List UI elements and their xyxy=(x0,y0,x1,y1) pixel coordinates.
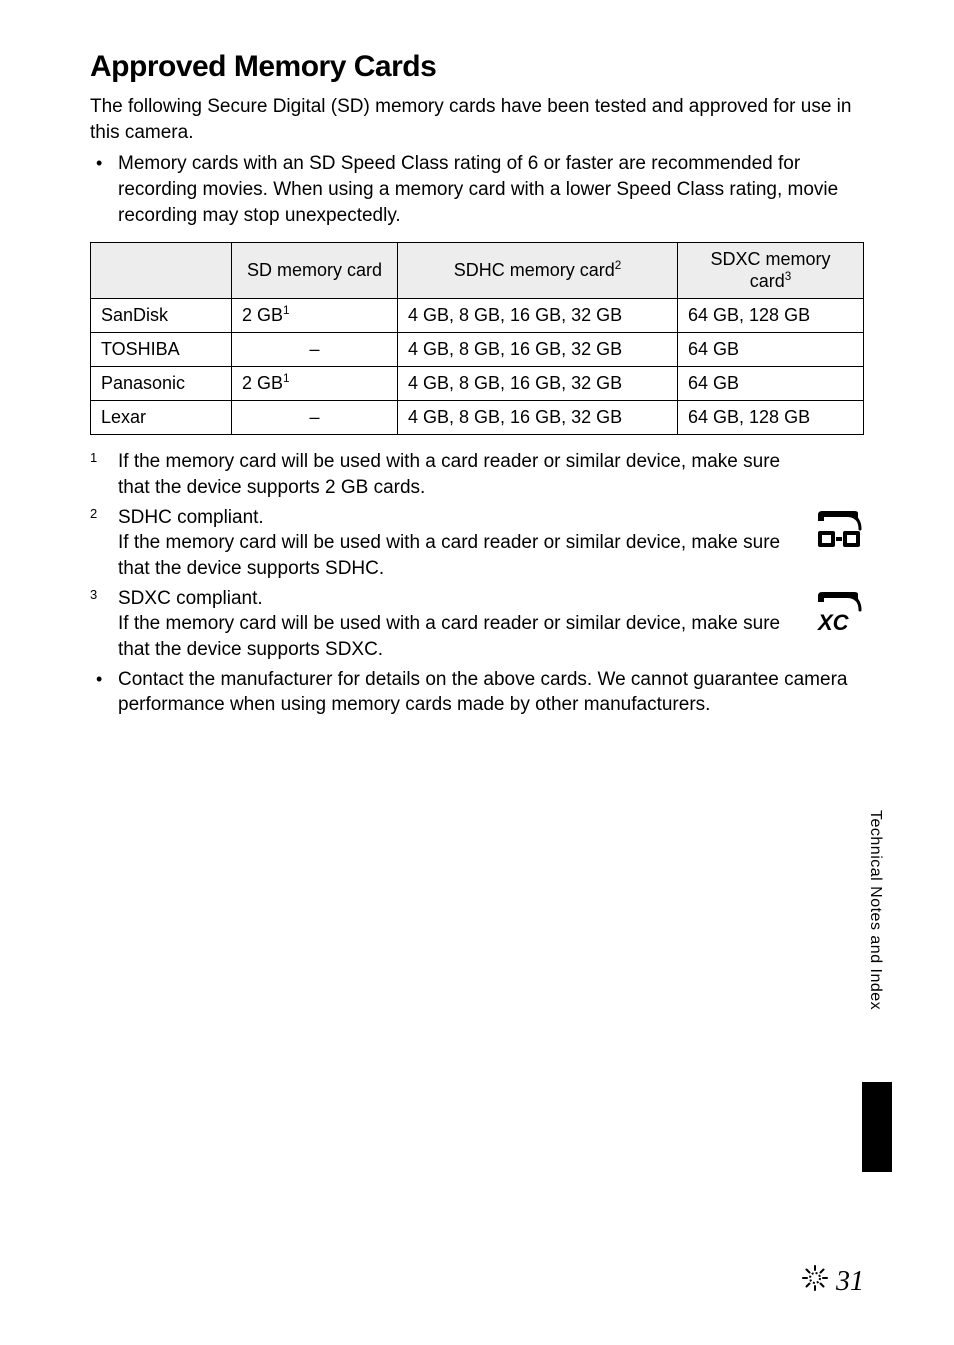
sd-cell: 2 GB1 xyxy=(232,299,398,333)
sdhc-logo-icon xyxy=(814,509,864,551)
footer-settings-icon xyxy=(802,1265,828,1299)
sd-sup: 1 xyxy=(283,304,290,317)
footnote-2: 2 SDHC compliant. If the memory card wil… xyxy=(90,505,864,582)
svg-text:XC: XC xyxy=(816,610,850,632)
sd-value: – xyxy=(309,339,319,359)
intro-paragraph: The following Secure Digital (SD) memory… xyxy=(90,94,864,145)
footnote-text: SDXC compliant. If the memory card will … xyxy=(118,586,864,663)
footnote-3-line1: SDXC compliant. xyxy=(118,588,263,609)
page-footer: 31 xyxy=(802,1265,864,1299)
intro-bullet-list: Memory cards with an SD Speed Class rati… xyxy=(90,151,864,228)
footnote-2-line1: SDHC compliant. xyxy=(118,507,264,528)
table-header-sdhc: SDHC memory card2 xyxy=(398,243,678,299)
table-corner-cell xyxy=(91,243,232,299)
sdxc-logo-icon: XC xyxy=(814,590,864,632)
page: Approved Memory Cards The following Secu… xyxy=(0,0,954,1345)
sd-cell: – xyxy=(232,333,398,367)
table-row: Panasonic 2 GB1 4 GB, 8 GB, 16 GB, 32 GB… xyxy=(91,367,864,401)
side-section-tab: Technical Notes and Index xyxy=(866,810,886,1225)
footnote-number: 1 xyxy=(90,449,108,467)
page-number: 31 xyxy=(836,1266,864,1298)
brand-cell: Panasonic xyxy=(91,367,232,401)
footnote-3: 3 SDXC compliant. If the memory card wil… xyxy=(90,586,864,663)
footnote-number: 2 xyxy=(90,505,108,523)
table-row: SanDisk 2 GB1 4 GB, 8 GB, 16 GB, 32 GB 6… xyxy=(91,299,864,333)
footnote-2-line2: If the memory card will be used with a c… xyxy=(118,532,780,579)
table-header-sdxc-sup: 3 xyxy=(785,270,792,283)
brand-cell: TOSHIBA xyxy=(91,333,232,367)
sdhc-cell: 4 GB, 8 GB, 16 GB, 32 GB xyxy=(398,367,678,401)
intro-bullet-item: Memory cards with an SD Speed Class rati… xyxy=(90,151,864,228)
sd-sup: 1 xyxy=(283,372,290,385)
footnote-number: 3 xyxy=(90,586,108,604)
memory-card-table: SD memory card SDHC memory card2 SDXC me… xyxy=(90,242,864,435)
table-header-sd-label: SD memory card xyxy=(247,260,382,280)
table-header-sdhc-sup: 2 xyxy=(615,259,622,272)
table-header-sdhc-label: SDHC memory card xyxy=(454,260,615,280)
table-header-sd: SD memory card xyxy=(232,243,398,299)
sdhc-cell: 4 GB, 8 GB, 16 GB, 32 GB xyxy=(398,333,678,367)
sd-value: 2 GB xyxy=(242,305,283,325)
sdxc-cell: 64 GB xyxy=(678,333,864,367)
sdxc-cell: 64 GB, 128 GB xyxy=(678,401,864,435)
sd-cell: – xyxy=(232,401,398,435)
side-section-bar xyxy=(862,1082,892,1172)
sdhc-cell: 4 GB, 8 GB, 16 GB, 32 GB xyxy=(398,299,678,333)
table-header-sdxc-label: SDXC memory card xyxy=(710,249,830,291)
page-title: Approved Memory Cards xyxy=(90,50,864,84)
footnote-bullet-item: Contact the manufacturer for details on … xyxy=(90,667,864,718)
footnote-3-line2: If the memory card will be used with a c… xyxy=(118,613,780,660)
table-row: Lexar – 4 GB, 8 GB, 16 GB, 32 GB 64 GB, … xyxy=(91,401,864,435)
footnote-text: If the memory card will be used with a c… xyxy=(118,449,864,500)
sd-value: 2 GB xyxy=(242,373,283,393)
side-section-label: Technical Notes and Index xyxy=(866,810,884,1060)
sd-value: – xyxy=(309,407,319,427)
footnote-text: SDHC compliant. If the memory card will … xyxy=(118,505,864,582)
footnote-1: 1 If the memory card will be used with a… xyxy=(90,449,864,500)
sdhc-cell: 4 GB, 8 GB, 16 GB, 32 GB xyxy=(398,401,678,435)
sdxc-cell: 64 GB, 128 GB xyxy=(678,299,864,333)
table-header-sdxc: SDXC memory card3 xyxy=(678,243,864,299)
footnotes: 1 If the memory card will be used with a… xyxy=(90,449,864,717)
brand-cell: SanDisk xyxy=(91,299,232,333)
sdxc-cell: 64 GB xyxy=(678,367,864,401)
footnote-bullet-list: Contact the manufacturer for details on … xyxy=(90,667,864,718)
table-row: TOSHIBA – 4 GB, 8 GB, 16 GB, 32 GB 64 GB xyxy=(91,333,864,367)
sd-cell: 2 GB1 xyxy=(232,367,398,401)
brand-cell: Lexar xyxy=(91,401,232,435)
